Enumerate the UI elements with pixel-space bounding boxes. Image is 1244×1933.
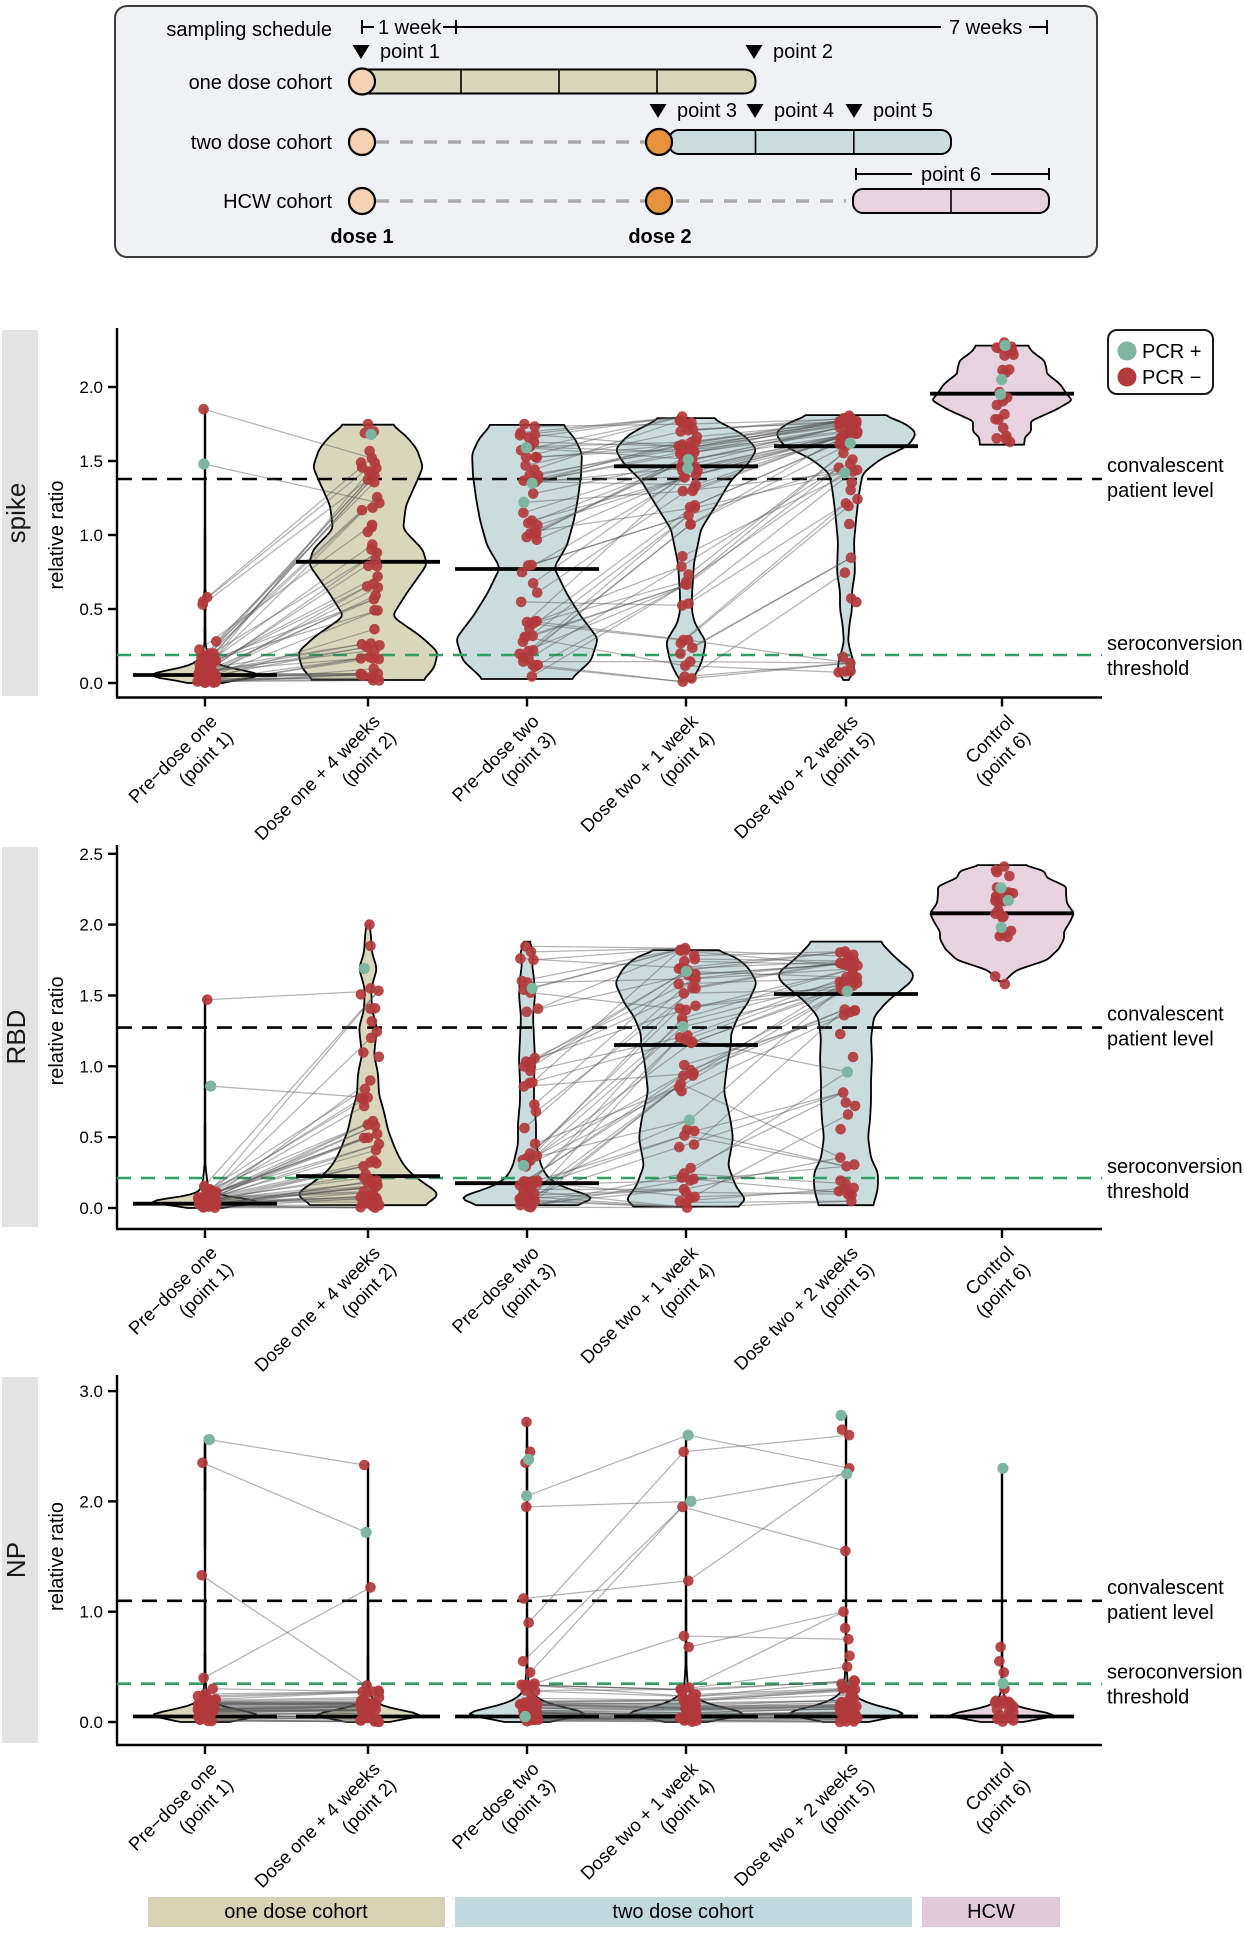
svg-text:two dose cohort: two dose cohort	[612, 1901, 754, 1923]
svg-text:point 5: point 5	[873, 100, 933, 122]
svg-text:3.0: 3.0	[79, 1382, 103, 1401]
svg-text:1.0: 1.0	[79, 1057, 103, 1076]
svg-text:patient level: patient level	[1107, 1029, 1214, 1051]
svg-text:RBD: RBD	[1, 1010, 31, 1065]
svg-text:1.5: 1.5	[79, 452, 103, 471]
svg-text:point 2: point 2	[773, 41, 833, 63]
svg-text:patient level: patient level	[1107, 1602, 1214, 1624]
svg-text:2.0: 2.0	[79, 916, 103, 935]
svg-text:1.0: 1.0	[79, 526, 103, 545]
svg-text:dose 1: dose 1	[330, 226, 393, 248]
svg-text:sampling schedule: sampling schedule	[166, 19, 332, 41]
svg-text:patient level: patient level	[1107, 480, 1214, 502]
svg-text:seroconversion: seroconversion	[1107, 1662, 1243, 1684]
svg-text:point 4: point 4	[774, 100, 834, 122]
svg-text:threshold: threshold	[1107, 1687, 1189, 1709]
svg-text:0.0: 0.0	[79, 1713, 103, 1732]
svg-text:0.0: 0.0	[79, 674, 103, 693]
svg-text:two dose cohort: two dose cohort	[191, 132, 333, 154]
svg-text:relative ratio: relative ratio	[46, 481, 68, 590]
svg-text:threshold: threshold	[1107, 1181, 1189, 1203]
svg-text:0.0: 0.0	[79, 1199, 103, 1218]
svg-text:relative ratio: relative ratio	[46, 976, 68, 1085]
svg-text:one dose cohort: one dose cohort	[224, 1901, 368, 1923]
svg-text:NP: NP	[1, 1542, 31, 1578]
svg-text:point 6: point 6	[921, 164, 981, 186]
svg-text:threshold: threshold	[1107, 658, 1189, 680]
svg-text:2.0: 2.0	[79, 1492, 103, 1511]
svg-text:2.5: 2.5	[79, 845, 103, 864]
svg-text:PCR −: PCR −	[1142, 367, 1201, 389]
svg-text:1.0: 1.0	[79, 1603, 103, 1622]
svg-text:7 weeks: 7 weeks	[949, 17, 1022, 39]
svg-text:HCW cohort: HCW cohort	[223, 191, 332, 213]
svg-text:1.5: 1.5	[79, 987, 103, 1006]
svg-text:point 1: point 1	[380, 41, 440, 63]
svg-text:HCW: HCW	[967, 1901, 1015, 1923]
svg-text:convalescent: convalescent	[1107, 1577, 1224, 1599]
svg-text:seroconversion: seroconversion	[1107, 633, 1243, 655]
svg-text:point 3: point 3	[677, 100, 737, 122]
svg-text:convalescent: convalescent	[1107, 1004, 1224, 1026]
svg-text:PCR +: PCR +	[1142, 341, 1201, 363]
svg-text:2.0: 2.0	[79, 378, 103, 397]
svg-text:0.5: 0.5	[79, 1128, 103, 1147]
svg-text:seroconversion: seroconversion	[1107, 1156, 1243, 1178]
svg-text:dose 2: dose 2	[628, 226, 691, 248]
svg-text:one dose cohort: one dose cohort	[189, 72, 333, 94]
svg-text:convalescent: convalescent	[1107, 455, 1224, 477]
svg-text:relative ratio: relative ratio	[46, 1502, 68, 1611]
svg-text:1 week: 1 week	[378, 17, 442, 39]
svg-text:spike: spike	[1, 483, 31, 544]
svg-text:0.5: 0.5	[79, 600, 103, 619]
